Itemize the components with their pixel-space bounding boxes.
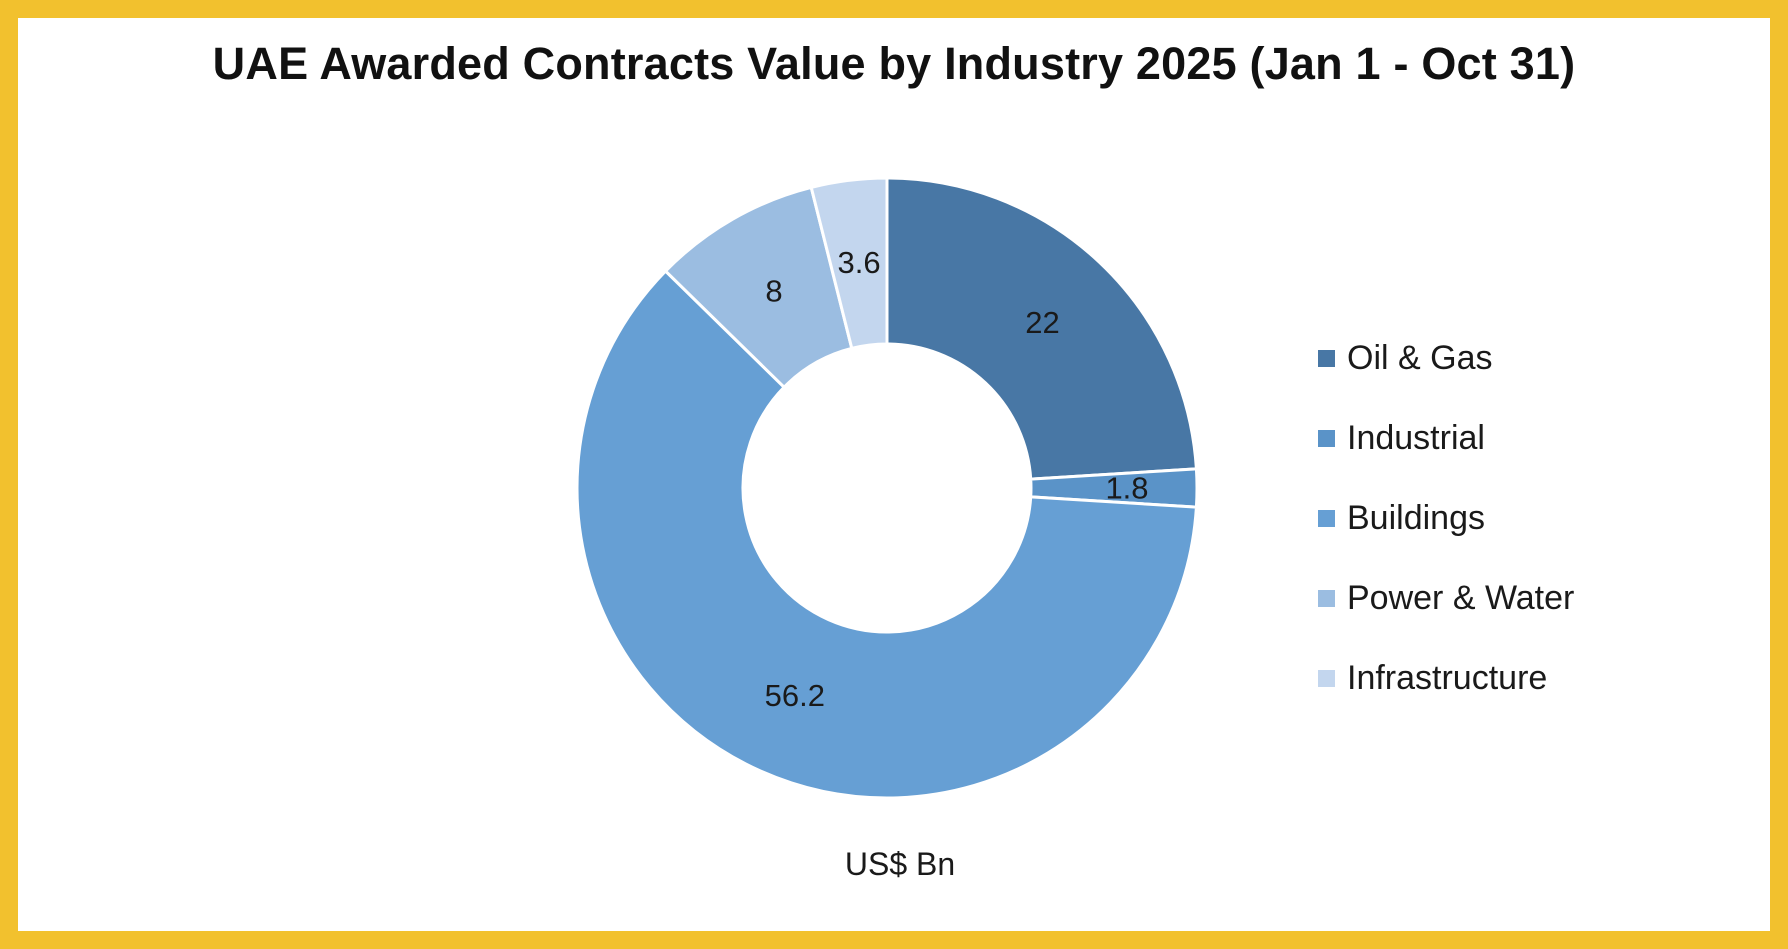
legend-label-power-water: Power & Water (1347, 578, 1575, 617)
data-label-oil-gas: 22 (1025, 305, 1059, 340)
legend-label-infrastructure: Infrastructure (1347, 658, 1548, 697)
data-label-infrastructure: 3.6 (837, 245, 880, 280)
legend-swatch-infrastructure (1318, 669, 1335, 687)
legend-swatch-oil-gas (1318, 349, 1335, 367)
chart-legend: Oil & Gas Industrial Buildings Power & W… (1318, 318, 1574, 718)
donut-slice-oil-gas (885, 176, 1199, 481)
donut-slice-buildings (575, 268, 1199, 800)
legend-label-oil-gas: Oil & Gas (1347, 338, 1493, 377)
legend-item-oil-gas: Oil & Gas (1318, 318, 1574, 398)
legend-item-power-water: Power & Water (1318, 558, 1574, 638)
legend-label-industrial: Industrial (1347, 418, 1485, 457)
chart-title: UAE Awarded Contracts Value by Industry … (212, 38, 1576, 89)
data-label-industrial: 1.8 (1105, 471, 1148, 506)
legend-item-buildings: Buildings (1318, 478, 1574, 558)
donut-slice-infrastructure (809, 176, 889, 351)
legend-item-infrastructure: Infrastructure (1318, 638, 1574, 718)
legend-item-industrial: Industrial (1318, 398, 1574, 478)
legend-swatch-buildings (1318, 509, 1335, 527)
legend-swatch-power-water (1318, 589, 1335, 607)
legend-label-buildings: Buildings (1347, 498, 1485, 537)
legend-swatch-industrial (1318, 429, 1335, 447)
data-label-power-water: 8 (765, 274, 782, 309)
data-label-buildings: 56.2 (765, 678, 825, 713)
unit-label: US$ Bn (844, 846, 956, 882)
